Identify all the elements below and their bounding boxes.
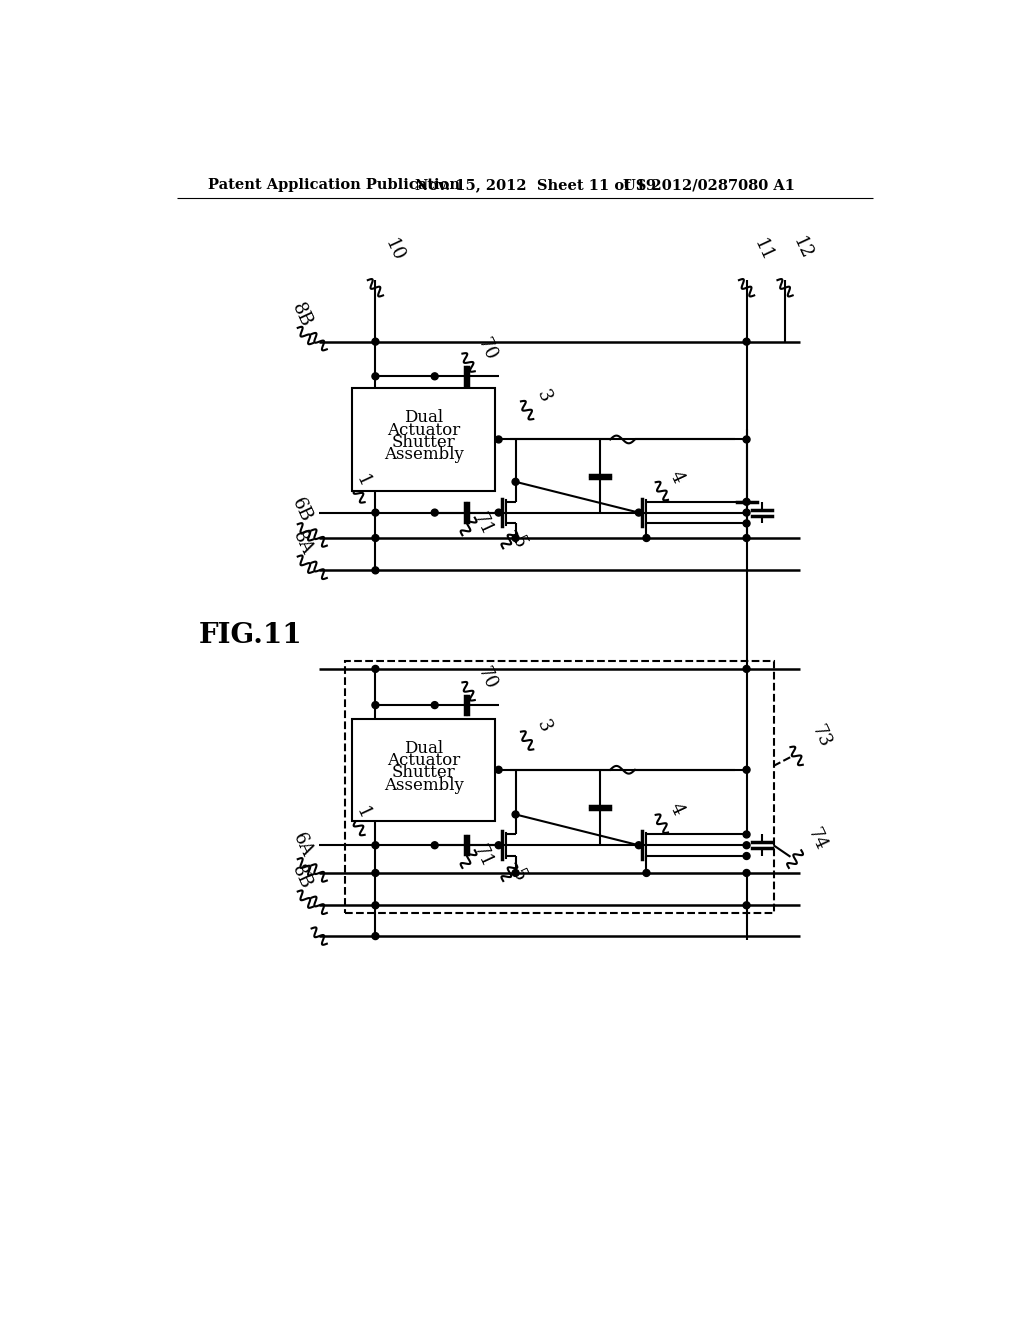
Circle shape: [496, 510, 502, 516]
Text: Actuator: Actuator: [387, 421, 460, 438]
Circle shape: [372, 842, 379, 849]
Circle shape: [431, 372, 438, 380]
Circle shape: [372, 535, 379, 541]
Text: 8A: 8A: [289, 528, 315, 557]
Text: Nov. 15, 2012  Sheet 11 of 19: Nov. 15, 2012 Sheet 11 of 19: [416, 178, 656, 193]
Text: Patent Application Publication: Patent Application Publication: [208, 178, 460, 193]
Circle shape: [743, 767, 750, 774]
Text: Shutter: Shutter: [391, 764, 456, 781]
Circle shape: [643, 535, 650, 541]
Circle shape: [643, 870, 650, 876]
Text: Dual: Dual: [404, 739, 443, 756]
Circle shape: [743, 853, 750, 859]
Bar: [352, 719, 495, 821]
Circle shape: [743, 535, 750, 541]
Text: 4: 4: [666, 800, 687, 818]
Text: Assembly: Assembly: [384, 776, 464, 793]
Text: 1: 1: [352, 804, 374, 822]
Bar: [352, 388, 495, 491]
Circle shape: [431, 702, 438, 709]
Circle shape: [743, 510, 750, 516]
Text: 6B: 6B: [289, 495, 315, 525]
Circle shape: [635, 510, 642, 516]
Text: 70: 70: [474, 335, 500, 363]
Circle shape: [372, 372, 379, 380]
Circle shape: [635, 842, 642, 849]
Circle shape: [431, 842, 438, 849]
Circle shape: [496, 436, 502, 444]
Bar: [345, 661, 773, 913]
Circle shape: [512, 810, 519, 818]
Text: 5: 5: [508, 533, 529, 552]
Text: 3: 3: [534, 387, 554, 405]
Circle shape: [512, 478, 519, 486]
Circle shape: [743, 870, 750, 876]
Circle shape: [372, 902, 379, 908]
Circle shape: [372, 933, 379, 940]
Circle shape: [743, 520, 750, 527]
Text: Dual: Dual: [404, 409, 443, 426]
Circle shape: [743, 499, 750, 506]
Text: Actuator: Actuator: [387, 752, 460, 770]
Text: 74: 74: [804, 825, 830, 853]
Circle shape: [372, 702, 379, 709]
Circle shape: [372, 510, 379, 516]
Text: US 2012/0287080 A1: US 2012/0287080 A1: [624, 178, 796, 193]
Text: 5: 5: [508, 866, 529, 884]
Text: 70: 70: [474, 664, 500, 692]
Circle shape: [496, 767, 502, 774]
Circle shape: [372, 665, 379, 672]
Circle shape: [372, 870, 379, 876]
Circle shape: [743, 902, 750, 908]
Text: 3: 3: [534, 717, 554, 735]
Circle shape: [743, 436, 750, 444]
Text: 1: 1: [352, 471, 374, 490]
Circle shape: [743, 842, 750, 849]
Text: 11: 11: [751, 236, 776, 265]
Circle shape: [743, 338, 750, 345]
Text: 73: 73: [808, 722, 835, 751]
Text: 71: 71: [470, 842, 496, 871]
Circle shape: [743, 832, 750, 838]
Circle shape: [372, 566, 379, 574]
Circle shape: [743, 665, 750, 672]
Circle shape: [512, 535, 519, 541]
Text: 6A: 6A: [289, 830, 315, 861]
Text: 4: 4: [666, 467, 687, 486]
Text: 10: 10: [382, 236, 408, 265]
Text: 8B: 8B: [289, 300, 315, 330]
Text: Assembly: Assembly: [384, 446, 464, 463]
Circle shape: [512, 870, 519, 876]
Text: Shutter: Shutter: [391, 434, 456, 451]
Text: 71: 71: [470, 510, 496, 539]
Circle shape: [372, 338, 379, 345]
Text: 8B: 8B: [289, 862, 315, 892]
Circle shape: [431, 510, 438, 516]
Text: FIG.11: FIG.11: [199, 622, 302, 649]
Text: 12: 12: [788, 234, 815, 263]
Circle shape: [496, 842, 502, 849]
